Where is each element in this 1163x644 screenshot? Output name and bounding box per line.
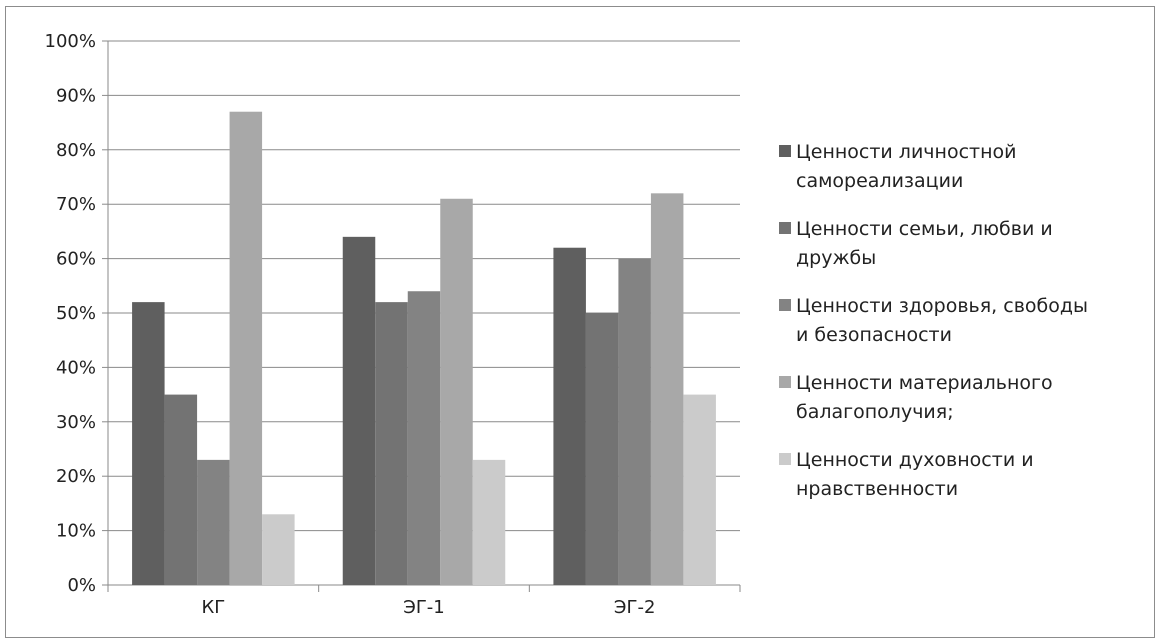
bar [553, 247, 586, 585]
y-tick-label: 70% [56, 194, 96, 215]
x-category-label: ЭГ-2 [614, 597, 656, 618]
y-tick-label: 40% [56, 357, 96, 378]
legend-label: Ценности материального [796, 372, 1053, 394]
y-tick-label: 60% [56, 249, 96, 270]
y-tick-label: 10% [56, 521, 96, 542]
bar [197, 459, 230, 585]
y-tick-label: 20% [56, 466, 96, 487]
x-category-label: КГ [201, 597, 225, 618]
legend-label: нравственности [796, 478, 958, 500]
legend-label: Ценности личностной [796, 141, 1017, 163]
legend-label: Ценности семьи, любви и [796, 218, 1053, 240]
legend-label: Ценности духовности и [796, 449, 1034, 471]
bar [440, 198, 473, 585]
bar [229, 111, 263, 585]
legend-swatch [779, 376, 791, 388]
bar [472, 459, 506, 585]
y-tick-label: 80% [56, 140, 96, 161]
bar [164, 394, 198, 585]
legend-swatch [779, 453, 791, 465]
legend-label: и безопасности [796, 324, 952, 346]
bar [683, 394, 716, 585]
legend-swatch [779, 222, 791, 234]
bar [650, 193, 684, 585]
x-category-label: ЭГ-1 [403, 597, 445, 618]
bar [375, 302, 408, 585]
y-tick-label: 50% [56, 303, 96, 324]
legend-label: балагополучия; [796, 401, 954, 423]
bar [262, 514, 295, 585]
bar [132, 302, 165, 585]
y-tick-label: 90% [56, 85, 96, 106]
legend-swatch [779, 145, 791, 157]
legend-label: дружбы [796, 247, 876, 269]
y-tick-label: 0% [67, 575, 96, 596]
legend-swatch [779, 299, 791, 311]
legend-label: самореализации [796, 170, 963, 192]
bar [618, 258, 651, 585]
bar [585, 313, 619, 585]
legend-label: Ценности здоровья, свободы [796, 295, 1088, 317]
y-tick-label: 30% [56, 412, 96, 433]
bar [407, 291, 441, 585]
y-tick-label: 100% [45, 31, 96, 52]
bar [342, 236, 376, 585]
